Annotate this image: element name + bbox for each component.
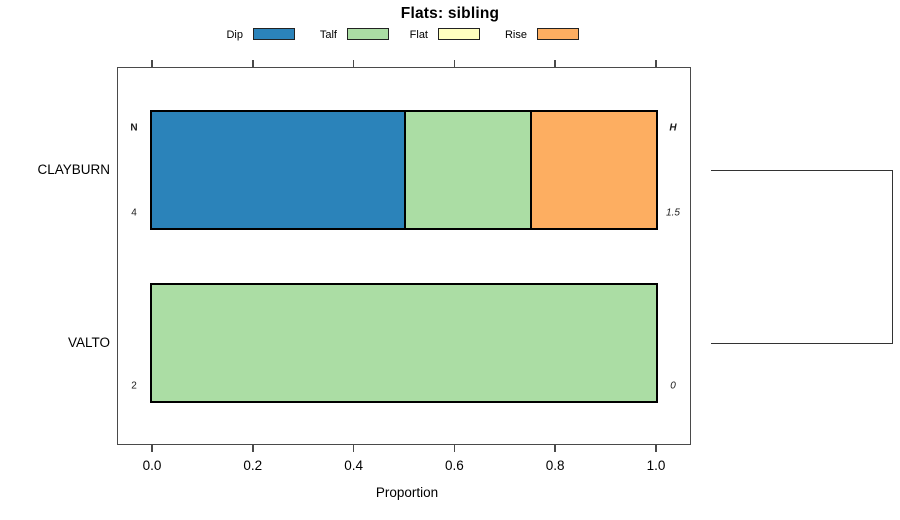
x-axis-tick-label: 0.8 — [545, 458, 565, 473]
legend-swatch-talf — [347, 28, 389, 40]
legend-swatch-dip — [253, 28, 295, 40]
x-axis-tick-bottom — [655, 445, 657, 452]
x-axis-tick-bottom — [252, 445, 254, 452]
legend-label-dip: Dip — [226, 29, 243, 41]
bar-row — [150, 110, 658, 230]
row-n-value: 2 — [131, 380, 137, 392]
x-axis-tick-top — [151, 60, 153, 67]
x-axis-tick-top — [453, 60, 456, 67]
legend-swatch-flat — [438, 28, 480, 40]
legend-label-flat: Flat — [409, 29, 428, 41]
x-axis-tick-label: 0.6 — [445, 458, 464, 473]
bar-segment-talf — [152, 285, 656, 401]
y-axis-label-clayburn: CLAYBURN — [37, 162, 110, 177]
legend-label-talf: Talf — [319, 29, 337, 41]
x-axis-tick-top — [352, 60, 355, 67]
x-axis-tick-label: 0.0 — [142, 458, 162, 473]
x-axis-tick-bottom — [352, 445, 355, 452]
legend-swatch-rise — [537, 28, 579, 40]
right-header-h: H — [669, 122, 677, 134]
legend-label-rise: Rise — [504, 29, 527, 41]
x-axis-tick-label: 1.0 — [646, 458, 666, 473]
x-axis-tick-top — [554, 60, 556, 67]
chart-title: Flats: sibling — [400, 5, 500, 22]
x-axis-tick-bottom — [554, 445, 556, 452]
x-axis-tick-bottom — [453, 445, 456, 452]
x-axis-tick-top — [655, 60, 657, 67]
bar-segment-talf — [404, 112, 530, 228]
x-axis-tick-label: 0.2 — [243, 458, 263, 473]
x-axis-tick-label: 0.4 — [344, 458, 363, 473]
dendrogram-bracket — [711, 170, 893, 344]
x-axis-tick-bottom — [151, 445, 153, 452]
x-axis-tick-top — [252, 60, 254, 67]
y-axis-label-valto: VALTO — [67, 335, 110, 350]
row-n-value: 4 — [131, 207, 137, 219]
bar-segment-dip — [152, 112, 404, 228]
bar-row — [150, 283, 658, 403]
x-axis-title: Proportion — [375, 485, 439, 500]
row-h-value: 0 — [670, 380, 676, 392]
row-h-value: 1.5 — [666, 207, 680, 219]
bar-segment-rise — [530, 112, 656, 228]
left-header-n: N — [130, 122, 138, 134]
